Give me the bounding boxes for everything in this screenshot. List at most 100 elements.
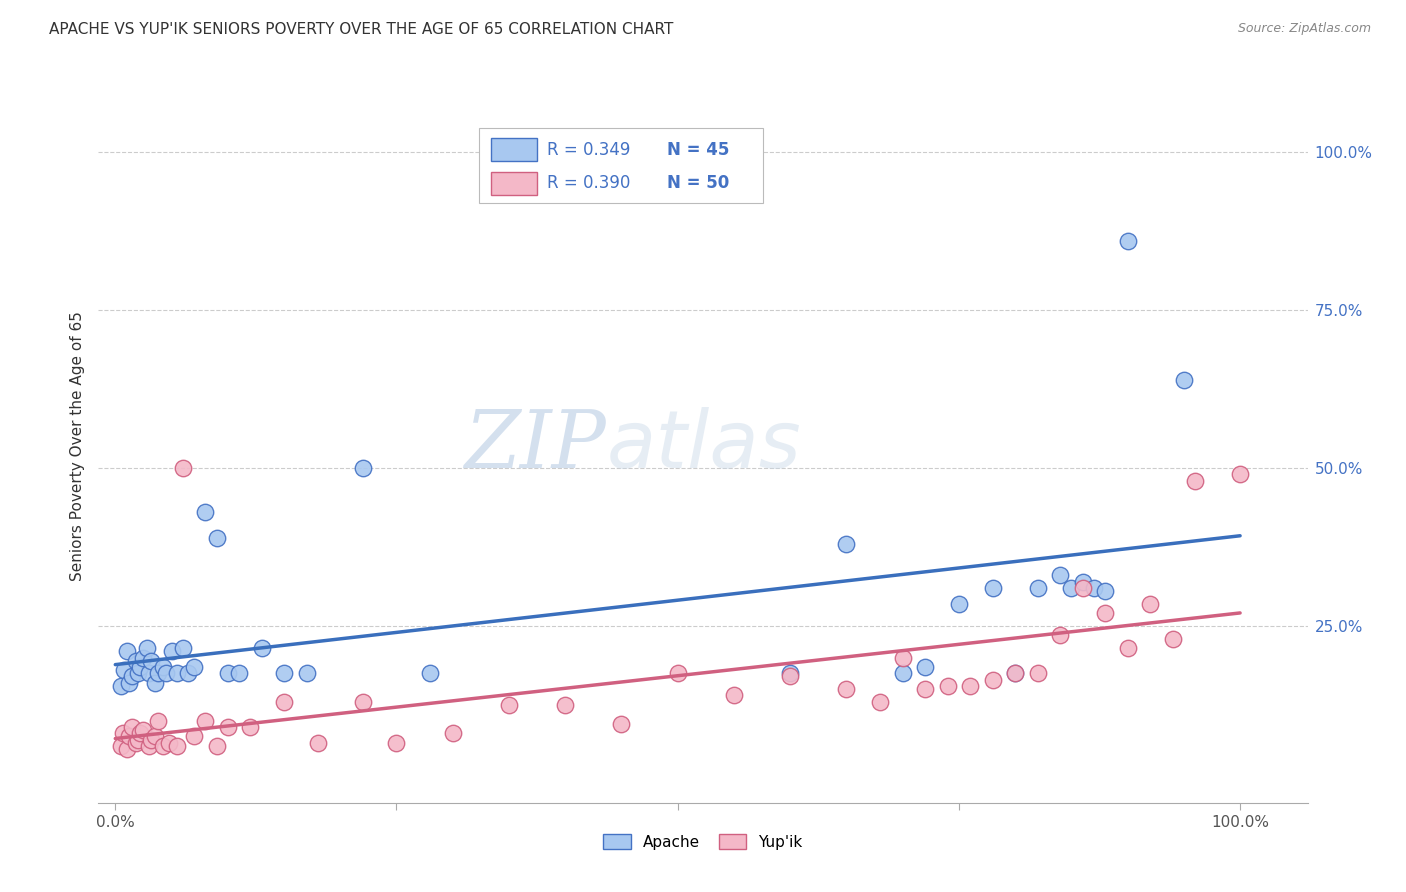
Point (115, 742, 138, 756)
Point (132, 650, 155, 665)
Point (1083, 581, 1105, 595)
Point (129, 726, 152, 740)
Point (352, 695, 374, 709)
Point (172, 641, 194, 656)
Point (666, 666, 689, 681)
Text: ZIP: ZIP (464, 408, 606, 484)
FancyBboxPatch shape (479, 128, 763, 203)
Point (914, 660, 936, 674)
Point (124, 736, 146, 750)
Point (1094, 584, 1116, 599)
Point (152, 660, 174, 674)
Text: APACHE VS YUP'IK SENIORS POVERTY OVER THE AGE OF 65 CORRELATION CHART: APACHE VS YUP'IK SENIORS POVERTY OVER TH… (49, 22, 673, 37)
Text: R = 0.349: R = 0.349 (547, 141, 630, 159)
Point (779, 669, 801, 683)
Point (273, 695, 295, 709)
Point (124, 654, 146, 668)
Point (138, 666, 160, 681)
Point (152, 739, 174, 753)
Y-axis label: Seniors Poverty Over the Age of 65: Seniors Poverty Over the Age of 65 (69, 311, 84, 581)
Text: N = 45: N = 45 (666, 141, 730, 159)
Point (1229, 467, 1251, 482)
Point (146, 666, 169, 681)
Point (121, 669, 143, 683)
Point (143, 730, 166, 744)
Point (419, 666, 441, 681)
FancyBboxPatch shape (492, 172, 537, 194)
Point (160, 644, 183, 658)
Point (157, 736, 180, 750)
Point (1071, 574, 1094, 589)
Point (217, 720, 239, 734)
Point (118, 675, 141, 690)
Point (205, 739, 228, 753)
Point (1026, 581, 1049, 595)
Point (194, 714, 217, 728)
Point (835, 537, 858, 551)
Point (352, 461, 374, 475)
Point (110, 739, 132, 753)
Point (936, 679, 959, 693)
Point (869, 695, 891, 709)
Point (155, 666, 177, 681)
Point (307, 736, 329, 750)
Point (891, 650, 914, 665)
Point (1173, 373, 1195, 387)
Point (166, 666, 188, 681)
Point (914, 682, 936, 697)
Point (239, 720, 262, 734)
Point (118, 730, 141, 744)
Point (115, 644, 138, 658)
Point (1004, 666, 1026, 681)
Point (141, 654, 163, 668)
Text: Source: ZipAtlas.com: Source: ZipAtlas.com (1237, 22, 1371, 36)
Point (1116, 234, 1139, 248)
Point (1049, 568, 1071, 582)
Point (981, 673, 1004, 687)
Point (129, 660, 152, 674)
Point (779, 666, 801, 681)
Point (981, 581, 1004, 595)
Point (183, 730, 205, 744)
Point (146, 714, 169, 728)
Point (1116, 641, 1139, 656)
Point (138, 739, 160, 753)
Point (1094, 607, 1116, 621)
Point (121, 720, 143, 734)
Point (441, 726, 464, 740)
Point (205, 531, 228, 545)
Point (127, 732, 149, 747)
Point (610, 717, 633, 731)
Point (194, 505, 217, 519)
Point (273, 666, 295, 681)
Point (295, 666, 318, 681)
Point (1139, 597, 1161, 611)
Point (948, 597, 970, 611)
Point (723, 689, 745, 703)
Point (112, 726, 135, 740)
Point (959, 679, 981, 693)
Text: atlas: atlas (606, 407, 801, 485)
Point (127, 666, 149, 681)
Text: N = 50: N = 50 (666, 175, 728, 193)
Point (554, 698, 576, 712)
Point (183, 660, 205, 674)
Point (217, 666, 239, 681)
Point (110, 679, 132, 693)
Point (1161, 632, 1184, 646)
Point (143, 675, 166, 690)
Point (172, 461, 194, 475)
Point (835, 682, 858, 697)
Point (112, 663, 135, 677)
FancyBboxPatch shape (492, 138, 537, 161)
Legend: Apache, Yup'ik: Apache, Yup'ik (598, 828, 808, 855)
Point (1060, 581, 1083, 595)
Point (1004, 666, 1026, 681)
Point (250, 641, 273, 656)
Point (141, 732, 163, 747)
Point (385, 736, 408, 750)
Point (132, 723, 155, 738)
Text: R = 0.390: R = 0.390 (547, 175, 630, 193)
Point (1049, 628, 1071, 642)
Point (891, 666, 914, 681)
